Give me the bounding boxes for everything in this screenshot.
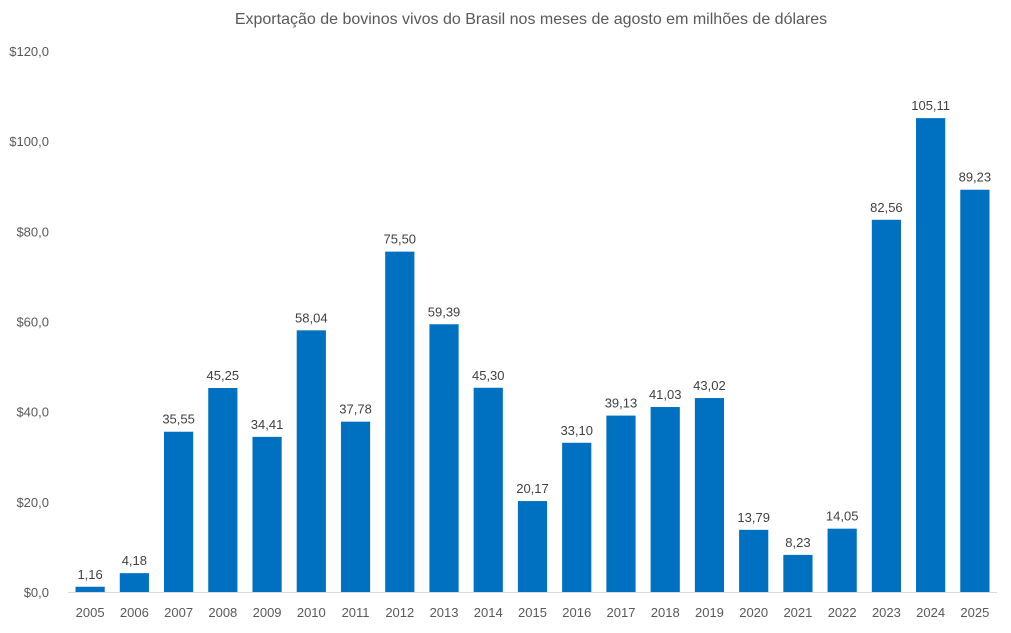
- bar-2014: [473, 387, 503, 592]
- y-tick-label: $20,0: [16, 495, 49, 510]
- y-tick-label: $40,0: [16, 405, 49, 420]
- bar-2006: [119, 573, 149, 592]
- x-tick-label: 2016: [562, 605, 591, 620]
- data-label: 8,23: [785, 535, 810, 550]
- data-label: 75,50: [384, 232, 417, 247]
- x-tick-label: 2021: [783, 605, 812, 620]
- bar-2007: [163, 431, 194, 592]
- bar-2015: [517, 501, 548, 592]
- data-label: 89,23: [959, 170, 992, 185]
- x-tick-label: 2020: [739, 605, 768, 620]
- data-label: 4,18: [122, 553, 147, 568]
- x-tick-label: 2024: [916, 605, 945, 620]
- x-tick-label: 2023: [872, 605, 901, 620]
- x-tick-label: 2022: [828, 605, 857, 620]
- bar-2020: [739, 529, 769, 592]
- data-label: 37,78: [339, 402, 372, 417]
- bar-2010: [296, 330, 326, 592]
- y-tick-label: $80,0: [16, 224, 49, 239]
- bar-2005: [75, 586, 105, 592]
- x-tick-label: 2005: [76, 605, 105, 620]
- bars-group: 1,16 4,18 35,55 45,25 34,41 58,04 37,78 75,50 59…: [75, 98, 992, 593]
- data-label: 14,05: [826, 509, 859, 524]
- bar-2013: [429, 324, 459, 592]
- bar-2017: [606, 415, 636, 592]
- x-axis: 2005 2006 2007 2008 2009 2010 2011 2012 2013 2014…: [76, 605, 990, 620]
- bar-2022: [827, 528, 857, 592]
- data-label: 43,02: [693, 378, 726, 393]
- x-tick-label: 2007: [164, 605, 193, 620]
- x-tick-label: 2015: [518, 605, 547, 620]
- data-label: 13,79: [737, 510, 770, 525]
- x-tick-label: 2006: [120, 605, 149, 620]
- x-tick-label: 2009: [253, 605, 282, 620]
- x-tick-label: 2013: [430, 605, 459, 620]
- data-label: 35,55: [162, 412, 195, 427]
- y-tick-label: $120,0: [9, 44, 49, 59]
- data-label: 20,17: [516, 481, 549, 496]
- x-tick-label: 2008: [208, 605, 237, 620]
- x-tick-label: 2018: [651, 605, 680, 620]
- x-tick-label: 2011: [342, 605, 370, 620]
- bar-2011: [340, 421, 371, 592]
- data-label: 105,11: [911, 98, 950, 113]
- x-tick-label: 2025: [960, 605, 989, 620]
- data-label: 82,56: [870, 200, 903, 215]
- bar-2018: [650, 407, 680, 592]
- x-tick-label: 2014: [474, 605, 503, 620]
- data-label: 39,13: [605, 396, 638, 411]
- data-label: 1,16: [77, 567, 102, 582]
- y-tick-label: $60,0: [16, 315, 49, 330]
- data-label: 45,25: [207, 368, 240, 383]
- bar-2009: [252, 436, 282, 592]
- bar-2008: [208, 387, 238, 592]
- x-tick-label: 2012: [385, 605, 414, 620]
- y-axis: $0,0 $20,0 $40,0 $60,0 $80,0 $100,0 $120,0: [9, 44, 49, 600]
- bar-2021: [783, 554, 813, 592]
- y-tick-label: $100,0: [9, 134, 49, 149]
- x-tick-label: 2019: [695, 605, 724, 620]
- bar-2012: [385, 251, 415, 592]
- data-label: 34,41: [251, 417, 284, 432]
- y-tick-label: $0,0: [24, 585, 49, 600]
- bar-2016: [562, 442, 592, 592]
- data-label: 33,10: [560, 423, 593, 438]
- bar-2023: [871, 219, 902, 593]
- x-tick-label: 2010: [297, 605, 326, 620]
- bar-2019: [694, 398, 725, 592]
- data-label: 59,39: [428, 304, 461, 319]
- bar-2024: [916, 118, 946, 592]
- chart-title: Exportação de bovinos vivos do Brasil no…: [235, 11, 827, 28]
- data-label: 41,03: [649, 387, 682, 402]
- bar-2025: [960, 189, 990, 592]
- data-label: 45,30: [472, 368, 505, 383]
- x-tick-label: 2017: [607, 605, 636, 620]
- data-label: 58,04: [295, 310, 328, 325]
